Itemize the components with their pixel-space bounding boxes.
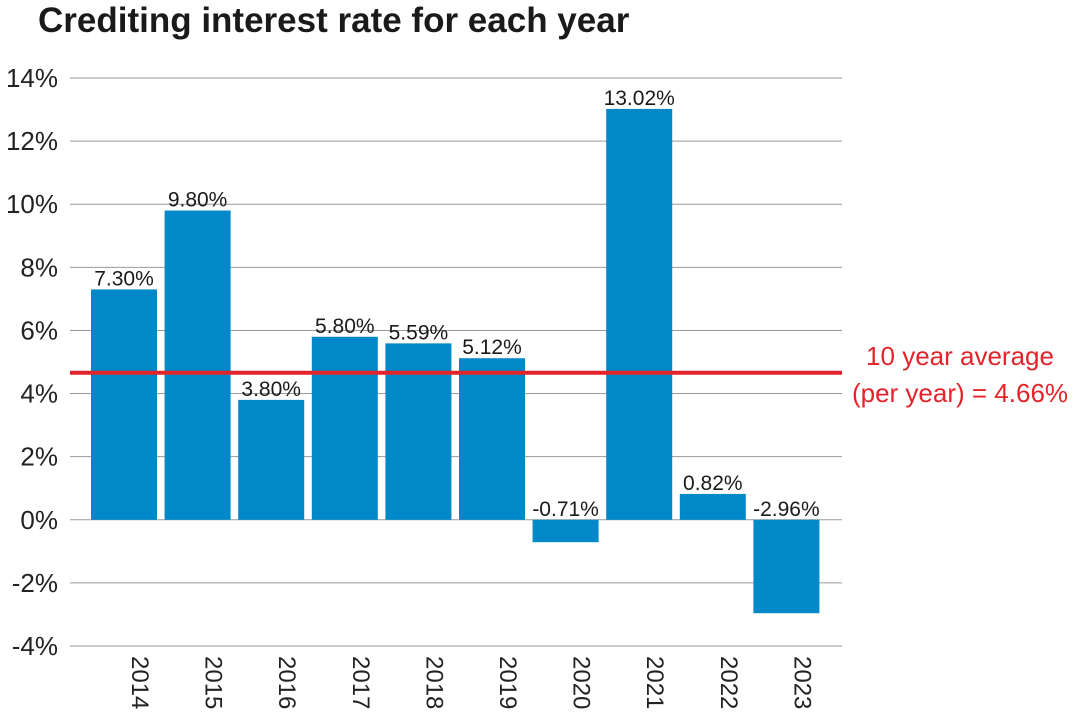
bars xyxy=(91,108,820,614)
bar xyxy=(532,519,599,543)
data-label: 5.12% xyxy=(462,336,522,359)
bar xyxy=(164,210,231,520)
y-tick-label: 14% xyxy=(6,63,58,93)
data-label: -0.71% xyxy=(532,498,599,521)
data-label: -2.96% xyxy=(753,498,820,521)
bar xyxy=(91,289,157,520)
y-tick-label: 12% xyxy=(6,126,58,156)
x-tick-label: 2019 xyxy=(494,656,521,709)
x-tick-label: 2014 xyxy=(126,656,153,709)
bar xyxy=(385,343,452,520)
bar xyxy=(311,336,378,520)
data-labels: 7.30% 9.80% 3.80% 5.80% 5.59% 5.12% -0.71% 13.0… xyxy=(94,87,819,521)
bar xyxy=(753,519,820,614)
x-tick-label: 2016 xyxy=(273,656,300,709)
average-label-line1: 10 year average xyxy=(866,341,1054,371)
data-label: 5.80% xyxy=(315,315,375,338)
x-tick-label: 2021 xyxy=(641,656,668,709)
data-label: 3.80% xyxy=(241,378,301,401)
y-tick-label: -4% xyxy=(12,631,58,661)
y-tick-label: 2% xyxy=(20,442,58,472)
y-tick-label: -2% xyxy=(12,568,58,598)
y-tick-label: 10% xyxy=(6,189,58,219)
x-tick-label: 2020 xyxy=(568,656,595,709)
x-axis-ticks: 2014 2015 2016 2017 2018 2019 2020 2021 2022 2023 xyxy=(126,656,815,709)
x-tick-label: 2017 xyxy=(347,656,374,709)
data-label: 7.30% xyxy=(94,267,154,290)
x-tick-label: 2015 xyxy=(200,656,227,709)
bar xyxy=(606,108,673,520)
bar xyxy=(679,493,746,520)
data-label: 9.80% xyxy=(168,189,228,212)
y-tick-label: 4% xyxy=(20,379,58,409)
data-label: 5.59% xyxy=(389,321,449,344)
x-tick-label: 2022 xyxy=(715,656,742,709)
x-tick-label: 2018 xyxy=(420,656,447,709)
y-tick-label: 8% xyxy=(20,252,58,282)
y-tick-label: 6% xyxy=(20,315,58,345)
x-tick-label: 2023 xyxy=(788,656,815,709)
data-label: 0.82% xyxy=(683,472,743,495)
y-axis-ticks: 14% 12% 10% 8% 6% 4% 2% 0% -2% -4% xyxy=(6,63,58,661)
average-label-line2: (per year) = 4.66% xyxy=(852,378,1068,408)
chart-title: Crediting interest rate for each year xyxy=(38,1,630,40)
bar xyxy=(238,399,305,520)
bar xyxy=(459,358,525,520)
y-tick-label: 0% xyxy=(20,505,58,535)
data-label: 13.02% xyxy=(604,87,675,110)
